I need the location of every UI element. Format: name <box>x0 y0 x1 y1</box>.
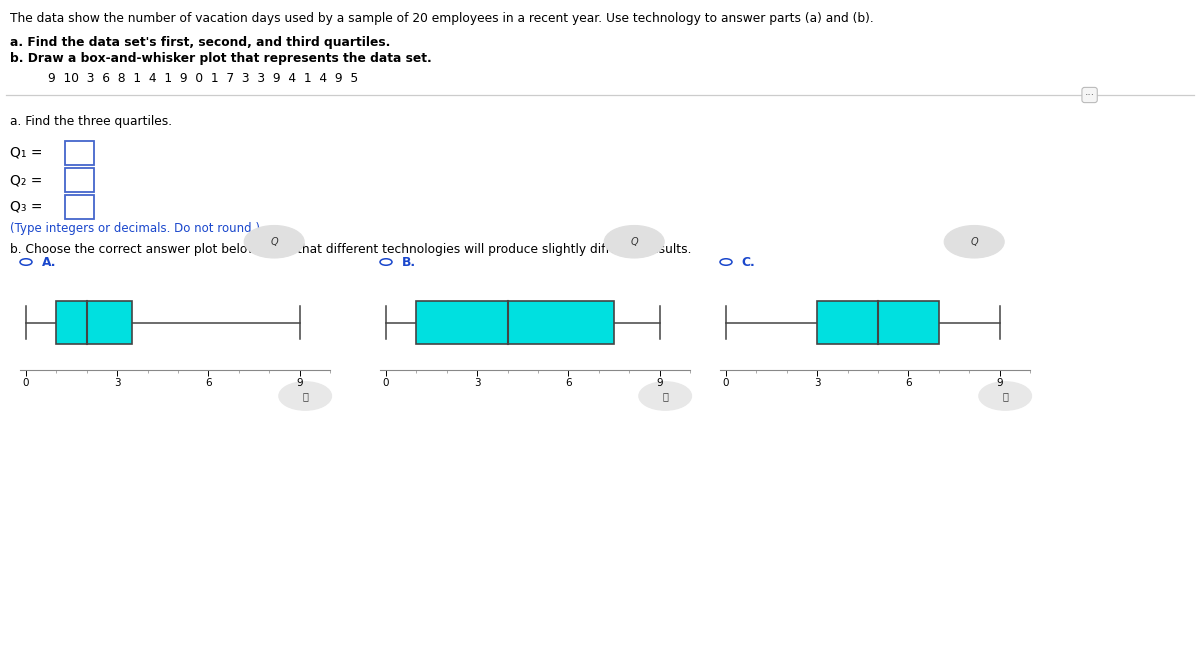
Circle shape <box>638 382 691 410</box>
Circle shape <box>960 299 1013 328</box>
Text: ···: ··· <box>1085 90 1094 100</box>
Text: a. Find the data set's first, second, and third quartiles.: a. Find the data set's first, second, an… <box>10 36 390 49</box>
Text: Q: Q <box>270 237 278 247</box>
Text: The data show the number of vacation days used by a sample of 20 employees in a : The data show the number of vacation day… <box>10 12 874 25</box>
Circle shape <box>260 299 313 328</box>
Text: 9  10  3  6  8  1  4  1  9  0  1  7  3  3  9  4  1  4  9  5: 9 10 3 6 8 1 4 1 9 0 1 7 3 3 9 4 1 4 9 5 <box>48 72 359 85</box>
Text: b. Draw a box-and-whisker plot that represents the data set.: b. Draw a box-and-whisker plot that repr… <box>10 52 431 65</box>
Circle shape <box>278 382 331 410</box>
FancyBboxPatch shape <box>65 168 94 192</box>
Text: (Type integers or decimals. Do not round.): (Type integers or decimals. Do not round… <box>10 222 259 235</box>
Text: Q₂ =: Q₂ = <box>10 173 42 187</box>
Bar <box>817 301 938 344</box>
Text: b. Choose the correct answer plot below. Note that different technologies will p: b. Choose the correct answer plot below.… <box>10 243 691 256</box>
Text: Q: Q <box>971 237 978 247</box>
Bar <box>416 301 614 344</box>
Circle shape <box>979 382 1032 410</box>
FancyBboxPatch shape <box>65 141 94 165</box>
Circle shape <box>245 226 305 258</box>
Text: Q: Q <box>983 309 990 317</box>
Text: Q: Q <box>283 309 290 317</box>
Text: C.: C. <box>742 255 755 268</box>
Text: ⧉: ⧉ <box>302 391 308 401</box>
Text: B.: B. <box>402 255 415 268</box>
Circle shape <box>620 299 673 328</box>
Text: Q₁ =: Q₁ = <box>10 146 42 160</box>
Text: ⧉: ⧉ <box>1002 391 1008 401</box>
FancyBboxPatch shape <box>65 195 94 219</box>
Text: Q: Q <box>630 237 638 247</box>
Circle shape <box>944 226 1004 258</box>
Bar <box>56 301 132 344</box>
Circle shape <box>604 226 665 258</box>
Text: ⧉: ⧉ <box>662 391 668 401</box>
Text: Q: Q <box>643 309 650 317</box>
Text: A.: A. <box>42 255 56 268</box>
Text: a. Find the three quartiles.: a. Find the three quartiles. <box>10 115 172 128</box>
Text: Q₃ =: Q₃ = <box>10 200 42 214</box>
